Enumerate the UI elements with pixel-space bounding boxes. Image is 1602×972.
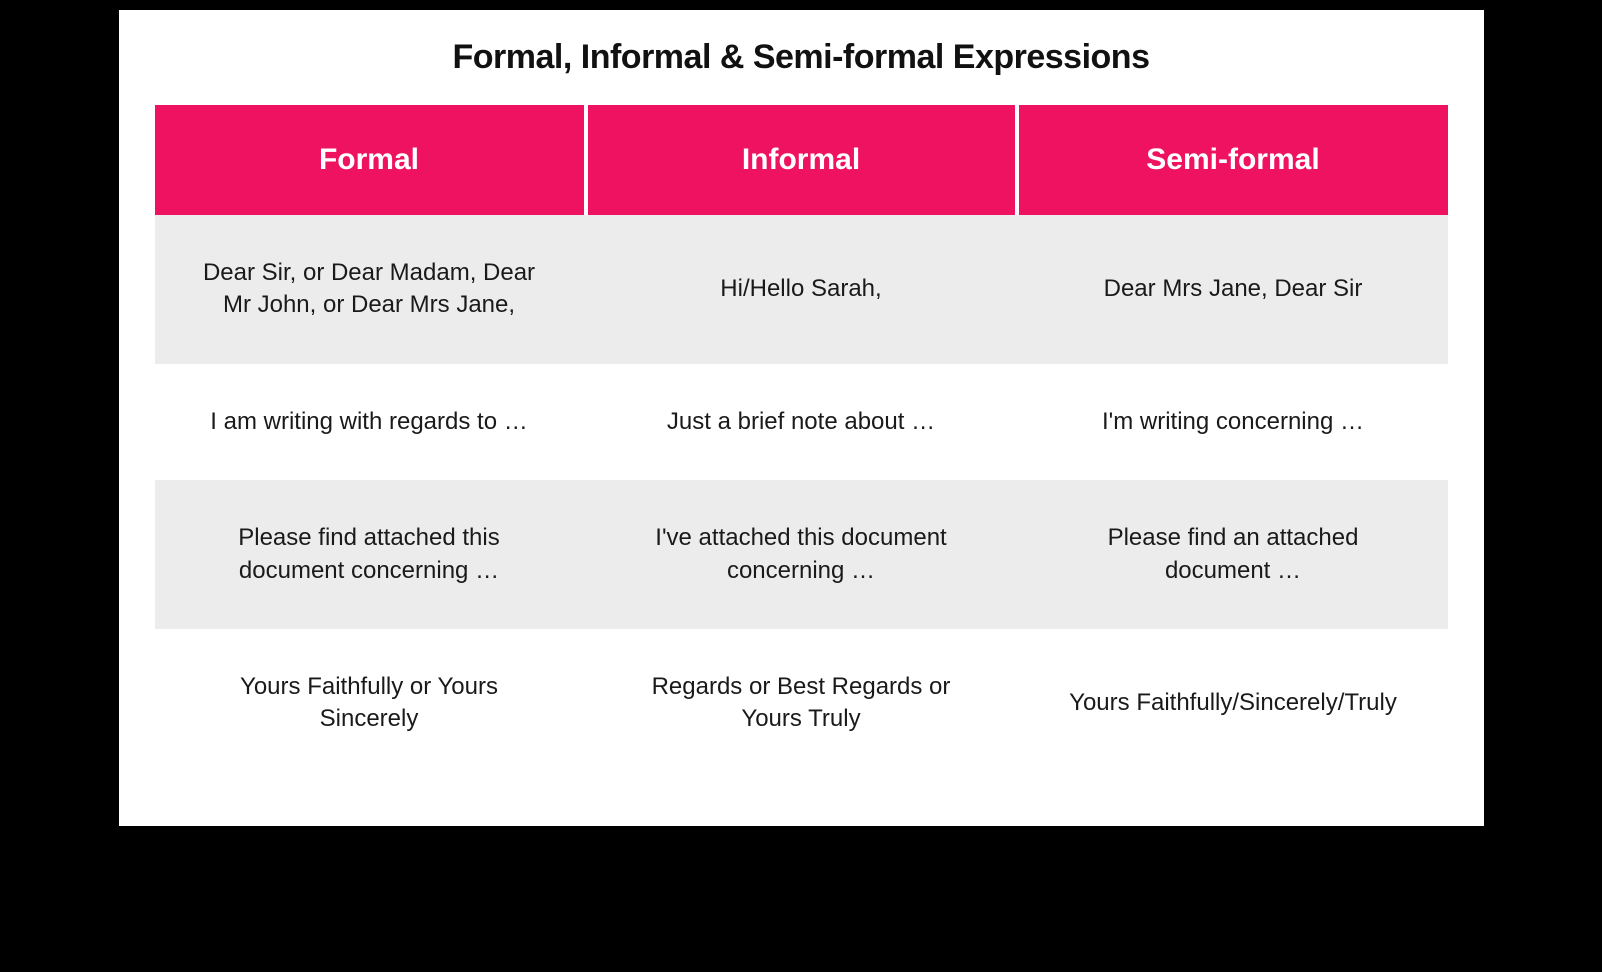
column-header-semi-formal: Semi-formal — [1017, 105, 1448, 215]
expressions-table: Formal Informal Semi-formal Dear Sir, or… — [155, 105, 1448, 778]
table-cell: Yours Faithfully/Sincerely/Truly — [1017, 629, 1448, 778]
table-row: Please find attached this document conce… — [155, 480, 1448, 629]
table-cell: Please find an attached document … — [1017, 480, 1448, 629]
column-header-formal: Formal — [155, 105, 586, 215]
table-cell: Regards or Best Regards or Yours Truly — [586, 629, 1017, 778]
table-cell: I'm writing concerning … — [1017, 364, 1448, 480]
content-card: Formal, Informal & Semi-formal Expressio… — [119, 10, 1484, 826]
table-cell: I am writing with regards to … — [155, 364, 586, 480]
table-cell: Please find attached this document conce… — [155, 480, 586, 629]
table-cell: Dear Sir, or Dear Madam, Dear Mr John, o… — [155, 215, 586, 364]
table-cell: Dear Mrs Jane, Dear Sir — [1017, 215, 1448, 364]
table-header-row: Formal Informal Semi-formal — [155, 105, 1448, 215]
table-cell: I've attached this document concerning … — [586, 480, 1017, 629]
table-header: Formal Informal Semi-formal — [155, 105, 1448, 215]
table-cell: Yours Faithfully or Yours Sincerely — [155, 629, 586, 778]
table-cell: Just a brief note about … — [586, 364, 1017, 480]
table-row: Dear Sir, or Dear Madam, Dear Mr John, o… — [155, 215, 1448, 364]
page-title: Formal, Informal & Semi-formal Expressio… — [155, 38, 1448, 77]
table-row: Yours Faithfully or Yours Sincerely Rega… — [155, 629, 1448, 778]
table-row: I am writing with regards to … Just a br… — [155, 364, 1448, 480]
table-body: Dear Sir, or Dear Madam, Dear Mr John, o… — [155, 215, 1448, 778]
table-cell: Hi/Hello Sarah, — [586, 215, 1017, 364]
column-header-informal: Informal — [586, 105, 1017, 215]
